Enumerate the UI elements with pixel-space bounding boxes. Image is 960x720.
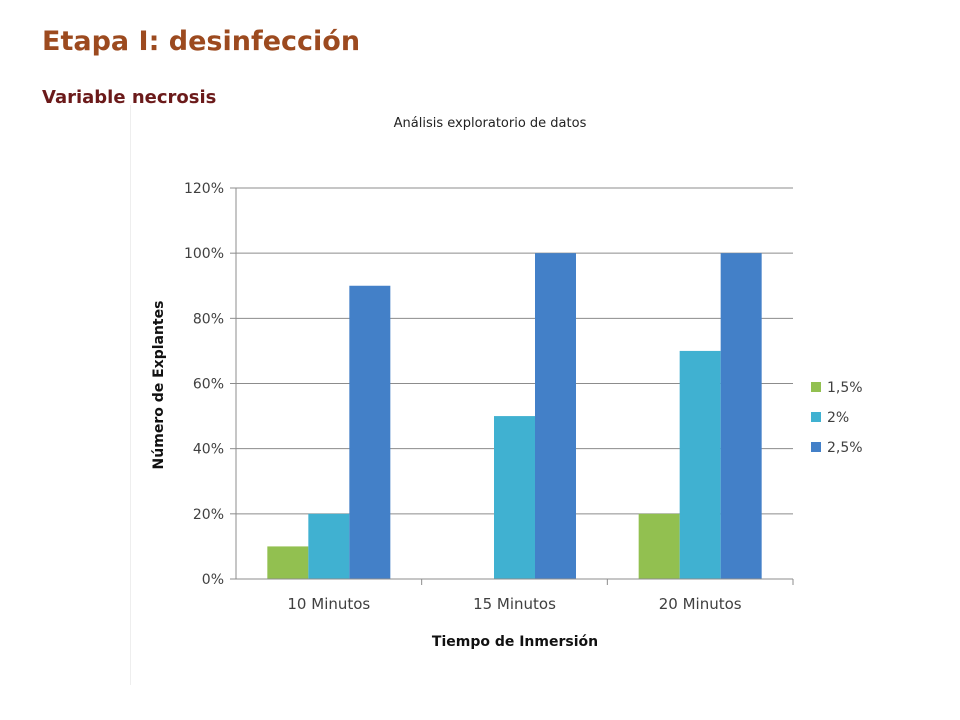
x-axis-title: Tiempo de Inmersión [432, 634, 598, 650]
y-tick-label: 60% [193, 377, 224, 393]
y-axis-title: Número de Explantes [151, 301, 167, 470]
y-tick-label: 0% [202, 572, 224, 588]
legend-label: 2,5% [827, 440, 863, 456]
y-tick-label: 80% [193, 311, 224, 327]
slide-title: Etapa I: desinfección [42, 26, 361, 57]
legend-swatch [811, 442, 821, 452]
legend: 1,5% 2% 2,5% [811, 380, 863, 456]
bar [267, 546, 309, 579]
bar [535, 253, 576, 579]
bar [720, 253, 762, 579]
x-tick-label: 10 Minutos [287, 595, 370, 613]
axes: 0% 20% 40% 60% 80% 100% 120% 10 Minutos 15 Minut… [184, 181, 794, 613]
bar-chart: Análisis exploratorio de datos 0% 20% 40% 6… [151, 116, 863, 650]
x-tick-label: 15 Minutos [473, 595, 556, 613]
x-tick-label: 20 Minutos [659, 595, 742, 613]
bar [349, 285, 391, 579]
y-tick-label: 100% [184, 246, 224, 262]
chart-panel: Análisis exploratorio de datos 0% 20% 40% 6… [130, 105, 881, 685]
legend-label: 1,5% [827, 380, 863, 396]
y-tick-label: 20% [193, 507, 224, 523]
bar [638, 513, 680, 579]
legend-swatch [811, 412, 821, 422]
y-tick-label: 120% [184, 181, 224, 197]
bar [494, 416, 535, 579]
bar [308, 513, 350, 579]
y-tick-label: 40% [193, 442, 224, 458]
legend-swatch [811, 382, 821, 392]
slide-subtitle: Variable necrosis [42, 87, 217, 108]
bar [679, 350, 721, 579]
legend-label: 2% [827, 410, 849, 426]
chart-title: Análisis exploratorio de datos [394, 116, 587, 131]
bars [267, 253, 762, 579]
